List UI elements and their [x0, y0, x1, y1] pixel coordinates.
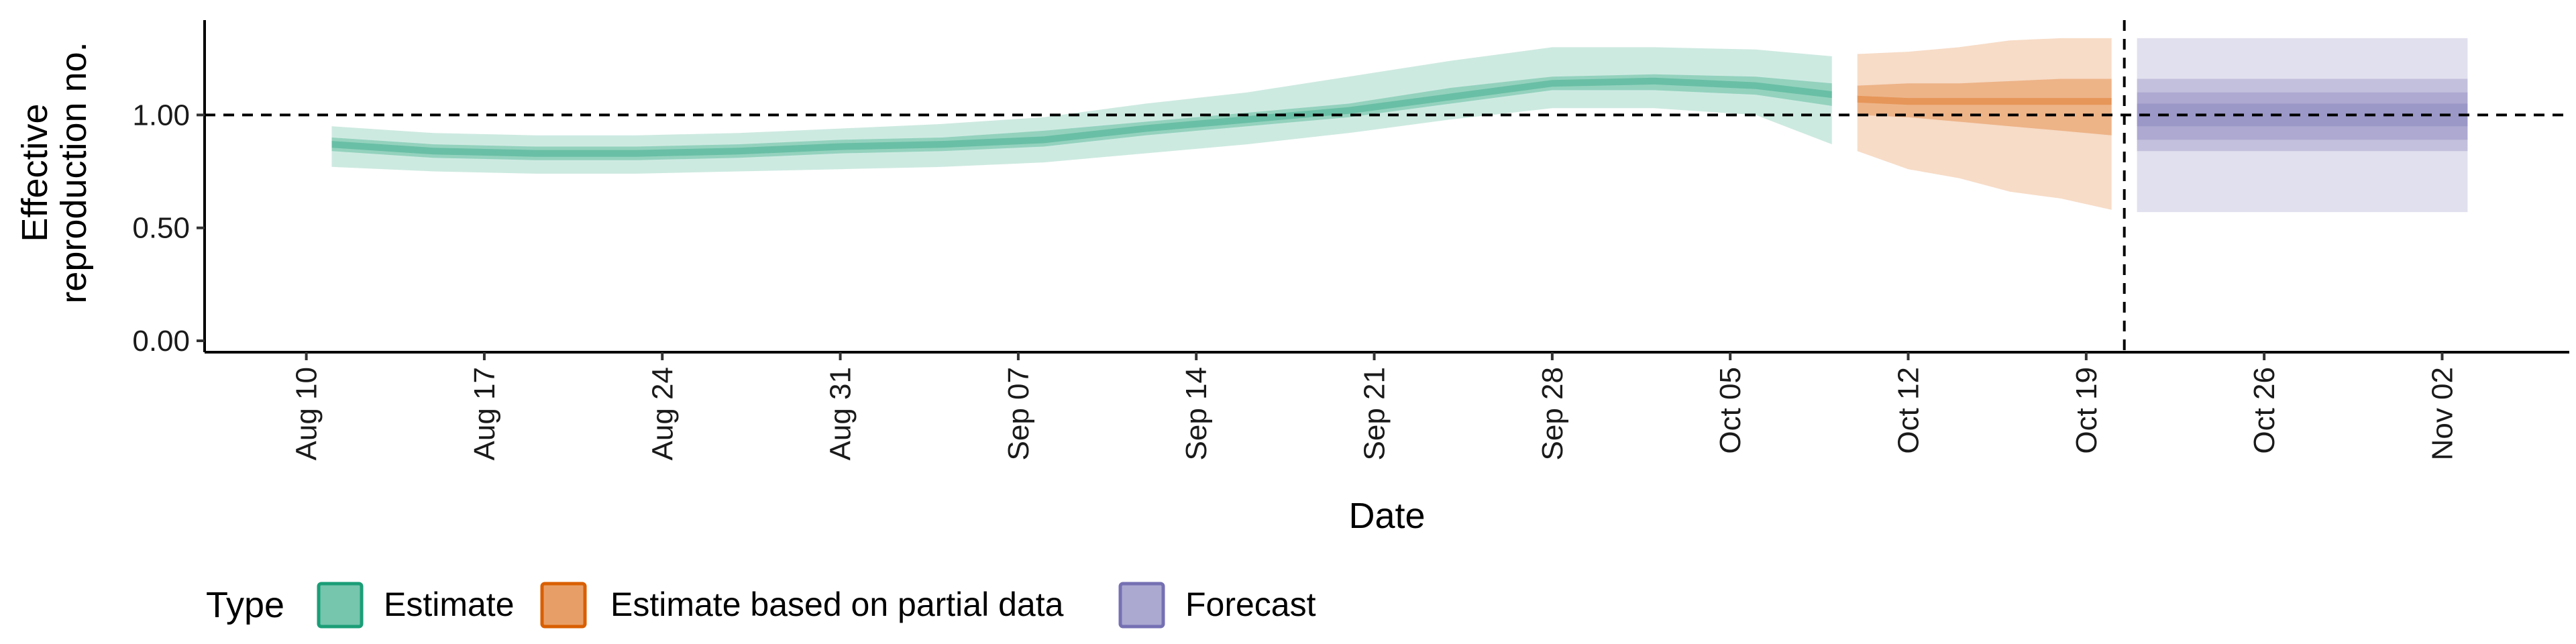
x-tick-label: Sep 28: [1536, 367, 1569, 460]
legend-key-forecast: [1118, 582, 1165, 629]
x-tick-label: Aug 10: [290, 367, 323, 460]
y-tick-label: 0.00: [132, 325, 190, 358]
legend-key-partial: [540, 582, 587, 629]
estimate-median-band: [331, 77, 1832, 157]
forecast-ribbon-50: [2137, 92, 2468, 140]
x-tick-label: Aug 24: [646, 367, 679, 460]
y-tick-labels: 0.00 0.50 1.00: [132, 99, 190, 358]
x-tick-label: Sep 07: [1002, 367, 1035, 460]
x-tick-label: Oct 26: [2248, 367, 2281, 454]
legend-title: Type: [206, 585, 284, 625]
legend-label-estimate: Estimate: [384, 586, 515, 623]
x-tick-label: Oct 19: [2070, 367, 2103, 454]
x-tick-label: Oct 12: [1892, 367, 1925, 454]
x-axis-title: Date: [1348, 496, 1425, 536]
axes-layer: [197, 20, 2569, 360]
y-tick-label: 1.00: [132, 99, 190, 131]
forecast-ribbon-90: [2137, 38, 2468, 213]
forecast-ribbon-60: [2137, 78, 2468, 152]
ribbon-layer: [331, 38, 2468, 213]
estimate-ribbon-90: [331, 47, 1832, 174]
forecast-ribbon-30: [2137, 103, 2468, 127]
x-tick-label: Sep 21: [1358, 367, 1391, 460]
y-tick-label: 0.50: [132, 212, 190, 245]
legend-key-estimate: [317, 582, 364, 629]
x-tick-label: Aug 17: [468, 367, 501, 460]
x-tick-labels: Aug 10 Aug 17 Aug 24 Aug 31 Sep 07 Sep 14 Sep …: [290, 367, 2459, 460]
legend-label-forecast: Forecast: [1185, 586, 1316, 623]
partial-ribbon-50: [1857, 78, 2112, 136]
legend-label-partial: Estimate based on partial data: [610, 586, 1064, 623]
x-tick-label: Aug 31: [824, 367, 857, 460]
partial-ribbon-90: [1857, 38, 2112, 210]
estimate-ribbon-50: [331, 74, 1832, 160]
x-tick-label: Sep 14: [1180, 367, 1213, 460]
y-axis-title-line-2: reproduction no.: [54, 42, 94, 303]
legend: Type Estimate Estimate based on partial …: [206, 582, 1316, 629]
partial-median-band: [1857, 95, 2112, 105]
x-tick-label: Nov 02: [2426, 367, 2459, 460]
y-axis-title-line-1: Effective: [15, 103, 55, 241]
x-tick-label: Oct 05: [1714, 367, 1747, 454]
